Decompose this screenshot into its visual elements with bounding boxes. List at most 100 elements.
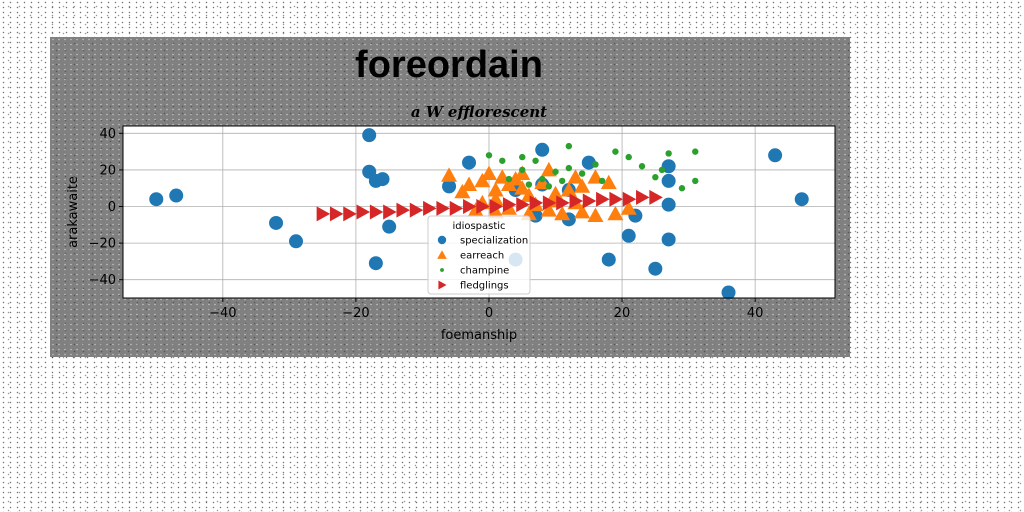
x-tick-label: 20 xyxy=(614,306,631,321)
specialization-point xyxy=(661,173,676,188)
champine-point xyxy=(692,177,699,185)
x-tick-label: 40 xyxy=(747,306,764,321)
specialization-point xyxy=(621,228,636,243)
champine-point xyxy=(665,150,672,157)
y-tick-label: 20 xyxy=(99,163,116,178)
champine-point xyxy=(545,183,553,190)
champine-point xyxy=(612,148,619,155)
specialization-point xyxy=(721,285,736,300)
fledglings-point xyxy=(529,195,544,211)
fledglings-point xyxy=(423,200,437,216)
earreach-point xyxy=(480,165,497,180)
specialization-point xyxy=(794,192,809,207)
y-tick-label: 40 xyxy=(99,127,116,142)
specialization-point xyxy=(581,155,596,170)
legend-entries: specialization earreach champine fledglings xyxy=(437,236,528,292)
specialization-point xyxy=(149,192,164,207)
champine-point xyxy=(519,166,526,174)
specialization-point xyxy=(382,219,397,234)
x-tick-label: 0 xyxy=(485,306,493,321)
x-tick-label: −20 xyxy=(342,306,369,321)
earreach-point xyxy=(587,207,604,223)
y-tick-label: −20 xyxy=(89,237,116,252)
champine-point xyxy=(638,163,646,170)
earreach-point xyxy=(620,200,637,215)
champine-point xyxy=(525,181,533,188)
y-axis-label: arakawaite xyxy=(66,176,81,248)
earreach-legend-label: earreach xyxy=(460,251,504,262)
fledglings-point xyxy=(542,195,557,211)
fledglings-legend-marker xyxy=(438,280,447,290)
specialization-point xyxy=(768,148,783,163)
champine-point xyxy=(652,174,659,181)
fledglings-point xyxy=(489,199,504,215)
fledglings-point xyxy=(476,199,490,215)
earreach-point xyxy=(607,205,624,221)
earreach-point xyxy=(487,182,504,197)
fledglings-legend-label: fledglings xyxy=(460,281,509,292)
champine-point xyxy=(692,148,699,155)
fledglings-point xyxy=(649,189,663,205)
earreach-legend-marker xyxy=(437,250,447,259)
specialization-point xyxy=(442,179,457,194)
champine-legend-label: champine xyxy=(460,266,509,277)
champine-point xyxy=(539,175,546,183)
axis-ticks: −40 −20 0 20 40 −40 −20 0 20 40 xyxy=(89,127,764,321)
champine-point xyxy=(565,142,573,150)
earreach-point xyxy=(547,185,564,201)
earreach-point xyxy=(474,172,491,188)
specialization-point xyxy=(362,128,377,143)
earreach-point xyxy=(454,183,471,199)
fledglings-point xyxy=(556,195,570,211)
champine-point xyxy=(505,175,513,183)
specialization-point xyxy=(169,188,184,203)
specialization-point xyxy=(535,142,550,157)
fledglings-point xyxy=(369,204,384,220)
earreach-point xyxy=(574,178,591,193)
champine-point xyxy=(565,164,573,172)
fledglings-point xyxy=(329,206,344,222)
fledglings-point xyxy=(516,197,530,213)
earreach-point xyxy=(487,204,504,219)
data-marks xyxy=(149,128,809,300)
champine-point xyxy=(485,152,493,159)
fledglings-point xyxy=(463,199,477,215)
fledglings-point xyxy=(449,200,464,216)
champine-point xyxy=(532,157,539,164)
champine-point xyxy=(519,153,526,161)
fledglings-point xyxy=(383,204,397,220)
earreach-point xyxy=(600,174,617,190)
fledglings-point xyxy=(582,193,597,209)
legend-box xyxy=(427,215,531,295)
earreach-point xyxy=(567,169,584,184)
champine-legend-marker xyxy=(440,268,444,272)
scatter-chart: foreordain a W efflorescent −40 −20 0 20 40−… xyxy=(66,44,836,343)
chart-title: foreordain xyxy=(355,44,543,86)
x-axis-label: foemanship xyxy=(441,328,517,343)
specialization-point xyxy=(368,256,383,271)
earreach-point xyxy=(461,176,478,191)
fledglings-point xyxy=(596,191,610,207)
specialization-point xyxy=(648,261,663,276)
y-tick-label: −40 xyxy=(89,273,116,288)
specialization-point xyxy=(661,232,676,247)
fledglings-point xyxy=(502,197,517,213)
x-tick-label: −40 xyxy=(209,306,236,321)
fledglings-point xyxy=(316,206,331,222)
champine-point xyxy=(592,161,599,168)
earreach-point xyxy=(514,180,531,195)
champine-point xyxy=(578,170,586,177)
chart-subtitle: a W efflorescent xyxy=(411,103,547,121)
legend: idiospastic specialization earreach champi… xyxy=(427,215,531,295)
fledglings-point xyxy=(356,204,371,220)
earreach-point xyxy=(554,205,571,221)
fledglings-point xyxy=(396,202,410,218)
specialization-point xyxy=(661,197,676,212)
specialization-point xyxy=(269,215,284,230)
earreach-point xyxy=(540,202,557,217)
champine-point xyxy=(499,157,506,164)
specialization-point xyxy=(462,155,477,170)
y-tick-label: 0 xyxy=(108,200,116,215)
legend-title: idiospastic xyxy=(452,221,505,232)
specialization-legend-label: specialization xyxy=(460,236,528,247)
